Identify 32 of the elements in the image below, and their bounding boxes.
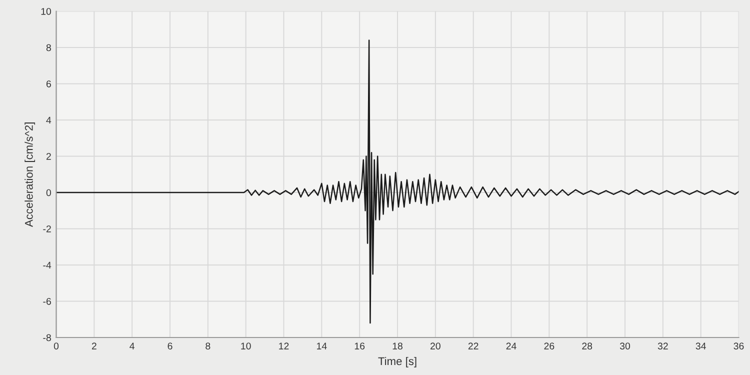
- y-tick-label: -4: [43, 262, 52, 269]
- x-tick-label: 30: [620, 342, 630, 350]
- line-series: [56, 40, 739, 324]
- y-tick-label: 10: [41, 8, 52, 15]
- x-tick-label: 12: [279, 342, 289, 350]
- y-tick-label: 0: [46, 189, 52, 196]
- x-tick-label: 18: [392, 342, 402, 350]
- x-tick-label: 22: [468, 342, 478, 350]
- x-tick-label: 0: [54, 342, 59, 350]
- x-tick-label: 32: [658, 342, 668, 350]
- x-tick-label: 28: [582, 342, 592, 350]
- x-tick-label: 8: [206, 342, 210, 350]
- x-tick-label: 34: [696, 342, 706, 350]
- y-tick-label: 4: [46, 116, 52, 124]
- y-axis-title: Acceleration [cm/s^2]: [24, 122, 36, 227]
- y-tick-label: 6: [46, 80, 51, 88]
- y-tick-label: 8: [46, 44, 51, 52]
- x-tick-label: 26: [544, 342, 554, 350]
- y-tick-label: -8: [43, 334, 51, 342]
- x-tick-label: 6: [168, 342, 172, 350]
- x-axis-title: Time [s]: [378, 356, 416, 368]
- x-tick-label: 16: [354, 342, 365, 350]
- x-tick-label: 20: [430, 342, 440, 350]
- y-tick-label: 2: [46, 152, 51, 160]
- x-tick-label: 10: [241, 342, 251, 350]
- x-tick-label: 14: [317, 342, 327, 350]
- y-tick-label: -6: [43, 298, 51, 305]
- x-tick-label: 2: [92, 342, 96, 350]
- y-tick-label: -2: [43, 225, 51, 232]
- x-tick-label: 36: [734, 342, 744, 350]
- x-tick-label: 24: [506, 342, 516, 350]
- x-tick-label: 4: [130, 342, 135, 350]
